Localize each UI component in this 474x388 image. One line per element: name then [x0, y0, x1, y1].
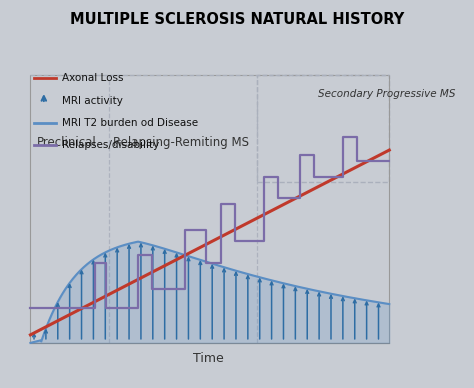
- Text: Time: Time: [192, 352, 223, 365]
- Text: MULTIPLE SCLEROSIS NATURAL HISTORY: MULTIPLE SCLEROSIS NATURAL HISTORY: [70, 12, 404, 27]
- Text: Relapsing-Remiting MS: Relapsing-Remiting MS: [113, 135, 249, 149]
- Text: MRI activity: MRI activity: [63, 95, 123, 106]
- Text: Axonal Loss: Axonal Loss: [63, 73, 124, 83]
- Text: Relapses/disability: Relapses/disability: [63, 140, 160, 150]
- Text: Secondary Progressive MS: Secondary Progressive MS: [318, 89, 455, 99]
- Text: MRI T2 burden od Disease: MRI T2 burden od Disease: [63, 118, 199, 128]
- Text: Preclinical: Preclinical: [36, 135, 96, 149]
